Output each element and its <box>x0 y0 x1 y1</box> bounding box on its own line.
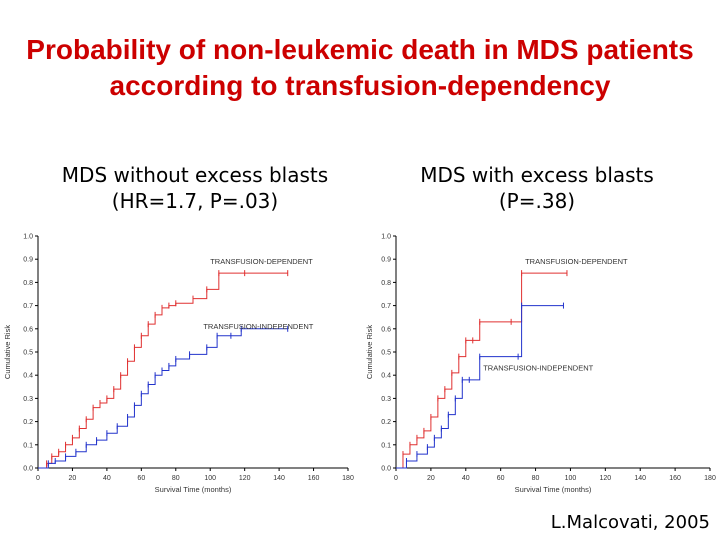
y-tick-label: 1.0 <box>23 234 33 241</box>
x-tick-label: 160 <box>669 475 681 482</box>
y-tick-label: 0.0 <box>23 466 33 473</box>
x-tick-label: 60 <box>137 475 145 482</box>
y-tick-label: 0.9 <box>381 257 391 264</box>
x-tick-label: 40 <box>462 475 470 482</box>
x-tick-label: 100 <box>565 475 577 482</box>
y-tick-label: 0.1 <box>23 442 33 449</box>
series-line <box>38 328 288 469</box>
y-tick-label: 0.7 <box>381 303 391 310</box>
left-subtitle-line2: (HR=1.7, P=.03) <box>111 189 279 213</box>
x-tick-label: 80 <box>172 475 180 482</box>
series-label: TRANSFUSION-INDEPENDENT <box>483 364 593 373</box>
series-transfusion-dependent: TRANSFUSION-DEPENDENT <box>396 257 628 469</box>
x-tick-label: 160 <box>308 475 320 482</box>
x-tick-label: 20 <box>427 475 435 482</box>
right-subtitle-line1: MDS with excess blasts <box>420 163 654 187</box>
y-tick-label: 0.2 <box>381 419 391 426</box>
y-tick-label: 0.1 <box>381 442 391 449</box>
y-tick-label: 0.8 <box>23 280 33 287</box>
y-tick-label: 0.9 <box>23 257 33 264</box>
x-axis-label: Survival Time (months) <box>155 485 232 494</box>
x-tick-label: 180 <box>342 475 354 482</box>
x-tick-label: 0 <box>394 475 398 482</box>
right-chart-subtitle: MDS with excess blasts (P=.38) <box>372 162 702 214</box>
left-chart: 0.0 0.1 0.2 0.3 0.4 0.5 0.6 0.7 0.8 0.9 1.0 0 20 40 60… <box>3 234 354 495</box>
left-chart-subtitle: MDS without excess blasts (HR=1.7, P=.03… <box>30 162 360 214</box>
x-tick-label: 20 <box>69 475 77 482</box>
series-transfusion-independent: TRANSFUSION-INDEPENDENT <box>396 302 594 469</box>
y-tick-label: 0.3 <box>23 396 33 403</box>
series-transfusion-independent: TRANSFUSION-INDEPENDENT <box>38 322 314 469</box>
right-subtitle-line2: (P=.38) <box>498 189 576 213</box>
slide-title: Probability of non-leukemic death in MDS… <box>26 34 694 101</box>
series-line <box>396 272 567 469</box>
x-tick-label: 120 <box>239 475 251 482</box>
x-tick-label: 60 <box>497 475 505 482</box>
y-tick-label: 0.6 <box>23 326 33 333</box>
x-tick-label: 100 <box>204 475 216 482</box>
y-tick-label: 0.3 <box>381 396 391 403</box>
y-tick-label: 0.5 <box>23 350 33 357</box>
left-subtitle-line1: MDS without excess blasts <box>61 163 329 187</box>
y-axis-label: Cumulative Risk <box>365 325 374 379</box>
y-tick-label: 0.5 <box>381 350 391 357</box>
series-label: TRANSFUSION-INDEPENDENT <box>203 322 313 331</box>
x-tick-label: 0 <box>36 475 40 482</box>
y-tick-label: 0.4 <box>381 373 391 380</box>
y-tick-label: 0.0 <box>381 466 391 473</box>
y-tick-label: 0.4 <box>23 373 33 380</box>
series-transfusion-dependent: TRANSFUSION-DEPENDENT <box>38 257 313 469</box>
series-label: TRANSFUSION-DEPENDENT <box>525 257 628 266</box>
x-axis-label: Survival Time (months) <box>515 485 592 494</box>
y-tick-label: 0.8 <box>381 280 391 287</box>
y-axis-label: Cumulative Risk <box>3 325 12 379</box>
right-chart: 0.0 0.1 0.2 0.3 0.4 0.5 0.6 0.7 0.8 0.9 1.0 0 20 40 60… <box>365 234 716 495</box>
x-tick-label: 80 <box>532 475 540 482</box>
credit: L.Malcovati, 2005 <box>550 512 710 533</box>
y-tick-label: 0.2 <box>23 419 33 426</box>
y-tick-label: 0.7 <box>23 303 33 310</box>
x-tick-label: 120 <box>599 475 611 482</box>
x-tick-label: 180 <box>704 475 716 482</box>
series-label: TRANSFUSION-DEPENDENT <box>210 257 313 266</box>
x-tick-label: 140 <box>273 475 285 482</box>
y-tick-label: 0.6 <box>381 326 391 333</box>
y-tick-label: 1.0 <box>381 234 391 241</box>
x-tick-label: 140 <box>634 475 646 482</box>
x-tick-label: 40 <box>103 475 111 482</box>
